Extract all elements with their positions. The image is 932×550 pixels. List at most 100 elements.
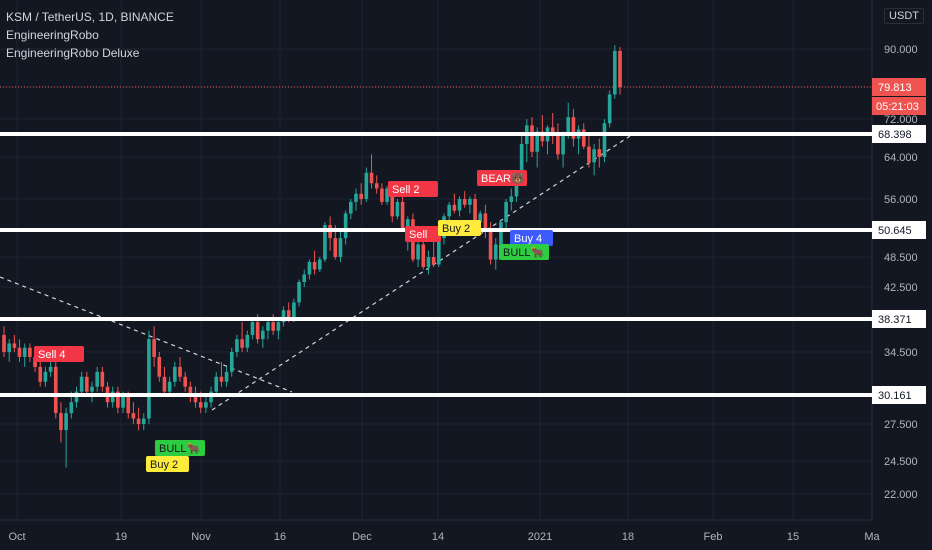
- candle-body: [312, 262, 317, 270]
- candle-body: [473, 199, 477, 223]
- x-tick-label: Ma: [864, 531, 880, 543]
- candle-body: [141, 418, 146, 424]
- candle-body: [22, 347, 27, 357]
- candle-body: [2, 334, 6, 352]
- candle-body: [178, 366, 182, 377]
- candle-body: [493, 244, 498, 260]
- candle-body: [431, 257, 436, 265]
- level-price-label: 30.161: [878, 390, 912, 402]
- y-tick-label: 64.000: [884, 152, 918, 164]
- candle-body: [167, 381, 172, 392]
- candle-body: [204, 402, 208, 408]
- candle-body: [250, 322, 255, 335]
- candle-body: [188, 386, 193, 397]
- candle-body: [488, 227, 493, 260]
- signal-label-bg: [388, 181, 438, 197]
- chart-legend: KSM / TetherUS, 1D, BINANCE EngineeringR…: [6, 8, 174, 62]
- candle-body: [53, 366, 58, 414]
- level-price-tag: [872, 310, 926, 328]
- candle-body: [136, 418, 141, 424]
- candle-body: [374, 183, 379, 189]
- candle-body: [28, 347, 32, 357]
- legend-indicator-2[interactable]: EngineeringRobo Deluxe: [6, 46, 140, 60]
- y-tick-label: 72.000: [884, 114, 918, 126]
- signal-label-bg: [146, 456, 189, 472]
- candle-body: [421, 244, 426, 267]
- signal-label-buy: Buy 2: [150, 459, 178, 471]
- candle-body: [69, 402, 74, 414]
- candle-body: [17, 347, 22, 357]
- signal-label-bear: BEAR🐻: [481, 171, 525, 185]
- signal-label-bull: BULL🐂: [503, 246, 545, 259]
- candle-body: [338, 238, 343, 257]
- last-price-tag: [872, 78, 926, 96]
- legend-indicator-1[interactable]: EngineeringRobo: [6, 28, 99, 42]
- x-tick-label: Nov: [191, 531, 211, 543]
- level-price-tag: [872, 125, 926, 143]
- signal-label-blue: Buy 4: [514, 233, 542, 245]
- level-price-label: 68.398: [878, 129, 912, 141]
- candle-body: [343, 213, 348, 239]
- candle-body: [550, 127, 555, 137]
- candle-body: [613, 50, 617, 95]
- candle-body: [261, 330, 265, 340]
- candle-body: [95, 371, 99, 387]
- candle-body: [79, 376, 84, 392]
- legend-title: KSM / TetherUS, 1D, BINANCE: [6, 10, 174, 24]
- candle-body: [359, 193, 363, 199]
- candle-body: [349, 201, 353, 214]
- candle-body: [499, 222, 503, 245]
- candle-body: [390, 188, 395, 217]
- candle-body: [302, 274, 307, 282]
- candle-body: [437, 238, 441, 265]
- candle-body: [530, 125, 534, 152]
- candle-body: [504, 201, 508, 223]
- candle-body: [297, 282, 301, 303]
- x-tick-label: Dec: [352, 531, 372, 543]
- candle-body: [395, 201, 400, 217]
- countdown-label: 05:21:03: [876, 101, 919, 113]
- candle-body: [571, 117, 576, 139]
- level-price-tag: [872, 386, 926, 404]
- x-tick-label: 14: [432, 531, 444, 543]
- candle-body: [173, 366, 177, 382]
- currency-unit-button[interactable]: USDT: [884, 8, 924, 24]
- candle-body: [514, 180, 519, 197]
- candle-body: [162, 376, 167, 392]
- signal-label-bg: [438, 220, 481, 236]
- candle-body: [245, 334, 250, 348]
- candle-body: [509, 196, 514, 202]
- candle-body: [607, 94, 612, 124]
- y-tick-label: 24.500: [884, 456, 918, 468]
- level-price-label: 50.645: [878, 225, 912, 237]
- y-tick-label: 22.000: [884, 489, 918, 501]
- x-tick-label: 15: [787, 531, 799, 543]
- x-tick-label: 18: [622, 531, 634, 543]
- candle-body: [405, 219, 410, 228]
- candle-body: [255, 322, 260, 340]
- candle-body: [43, 371, 48, 382]
- level-price-tag: [872, 221, 926, 239]
- candle-body: [38, 366, 43, 382]
- candle-body: [592, 149, 596, 163]
- candle-body: [581, 129, 586, 147]
- candle-body: [7, 343, 11, 352]
- candle-body: [323, 225, 327, 260]
- y-tick-label: 48.500: [884, 252, 918, 264]
- candle-body: [286, 310, 291, 319]
- candle-body: [152, 339, 156, 357]
- candle-body: [561, 133, 565, 155]
- y-tick-label: 42.500: [884, 282, 918, 294]
- candle-body: [468, 199, 472, 205]
- candle-body: [266, 322, 270, 331]
- y-tick-label: 90.000: [884, 44, 918, 56]
- candle-body: [602, 123, 607, 157]
- candle-body: [333, 238, 338, 257]
- candle-body: [48, 366, 53, 372]
- candle-body: [281, 310, 286, 323]
- x-tick-label: Oct: [8, 531, 25, 543]
- candle-body: [597, 149, 602, 157]
- candle-body: [90, 386, 94, 392]
